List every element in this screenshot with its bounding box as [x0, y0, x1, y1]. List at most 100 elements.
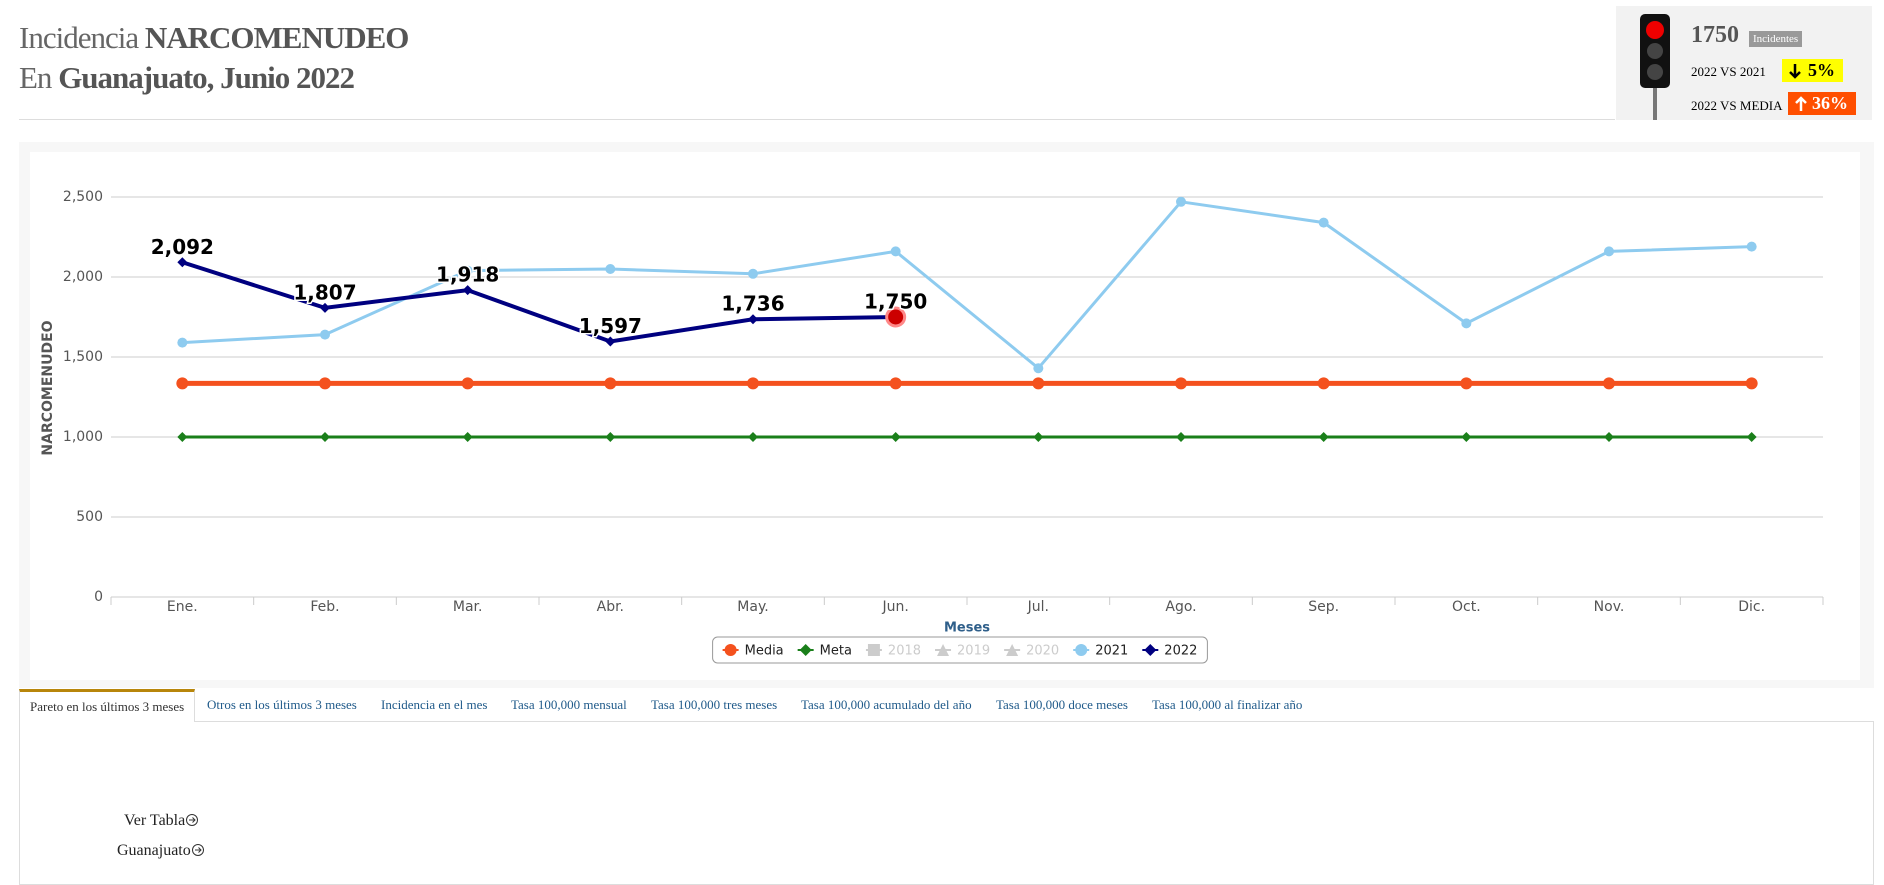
legend: Media Meta 2018 2019 2020 2021 2022 — [712, 636, 1208, 664]
y-tick-label: 1,000 — [63, 429, 103, 445]
x-tick-label: May. — [737, 599, 768, 615]
tab[interactable]: Tasa 100,000 acumulado del año — [801, 697, 972, 712]
tab-content — [19, 722, 1874, 885]
x-tick-label: Sep. — [1308, 599, 1339, 615]
point — [1033, 432, 1044, 442]
point — [1176, 432, 1186, 442]
tab[interactable]: Incidencia en el mes — [381, 697, 488, 712]
legend-label: 2021 — [1095, 644, 1128, 659]
title-line-1: Incidencia NARCOMENUDEO — [19, 20, 409, 56]
point — [799, 644, 812, 656]
series-line — [182, 200, 1752, 371]
point — [176, 377, 189, 390]
link[interactable]: Ver Tabla — [124, 812, 186, 829]
legend-label: 2020 — [1026, 644, 1059, 659]
point — [462, 265, 473, 276]
vs-prev-badge: 5% — [1782, 59, 1843, 82]
series — [177, 432, 1757, 442]
y-axis-title: NARCOMENUDEO — [40, 320, 56, 455]
series: 2,092 1,807 1,918 1,597 1,736 1,750 — [149, 233, 929, 347]
point — [1318, 217, 1329, 228]
x-tick-label: Jun. — [882, 599, 909, 615]
vs-mean-label: 2022 VS MEDIA — [1691, 98, 1783, 113]
tab[interactable]: Tasa 100,000 mensual — [511, 697, 627, 712]
point — [1006, 644, 1019, 656]
point — [1175, 377, 1187, 390]
point — [605, 264, 616, 274]
point — [937, 644, 950, 656]
series — [177, 196, 1757, 374]
legend-item: 2020 — [1004, 644, 1059, 659]
y-tick-label: 1,500 — [63, 349, 103, 365]
point — [748, 268, 758, 279]
tab-bar: Pareto en los últimos 3 meses Otros en lo… — [19, 689, 1874, 722]
tab[interactable]: Otros en los últimos 3 meses — [207, 697, 357, 712]
x-tick-label: Ago. — [1165, 599, 1196, 615]
data-label: 1,918 — [436, 263, 499, 287]
vs-prev-label: 2022 VS 2021 — [1691, 64, 1766, 79]
point — [604, 377, 617, 390]
point — [1460, 377, 1473, 390]
title-plain: En — [19, 60, 52, 95]
point — [724, 644, 737, 656]
point — [748, 314, 758, 325]
tab[interactable]: Tasa 100,000 doce meses — [996, 697, 1128, 712]
point — [890, 432, 901, 442]
data-label: 1,750 — [864, 290, 927, 314]
y-tick-label: 2,500 — [63, 189, 103, 205]
legend-label: 2018 — [888, 644, 921, 659]
x-tick-label: Abr. — [597, 599, 624, 615]
point — [1745, 377, 1758, 390]
point — [1746, 241, 1757, 252]
title-line-2: En Guanajuato, Junio 2022 — [19, 60, 355, 96]
legend-label: 2022 — [1164, 644, 1197, 659]
vs-mean-value: 36% — [1812, 93, 1848, 113]
unit-badge: Incidentes — [1749, 31, 1803, 47]
legend-item: 2019 — [935, 644, 990, 659]
x-axis-title: Meses — [944, 621, 990, 636]
link-row[interactable]: Ver Tabla — [124, 812, 199, 830]
x-tick-label: Oct. — [1452, 599, 1481, 615]
link-row[interactable]: Guanajuato — [117, 842, 205, 860]
x-tick-label: Nov. — [1594, 599, 1625, 615]
tab[interactable]: Tasa 100,000 al finalizar año — [1152, 697, 1303, 712]
point — [320, 329, 330, 340]
x-tick-label: Dic. — [1738, 599, 1765, 615]
tab[interactable]: Tasa 100,000 tres meses — [651, 697, 778, 712]
point — [462, 432, 473, 442]
point — [177, 432, 188, 442]
legend-item: 2022 — [1142, 644, 1197, 659]
traffic-light — [1640, 14, 1670, 120]
legend-item: 2018 — [865, 644, 921, 659]
series — [176, 377, 1758, 390]
point — [177, 257, 188, 268]
point — [605, 432, 616, 442]
legend-box — [712, 636, 1208, 664]
data-label: 1,807 — [293, 280, 356, 304]
link-icon — [186, 814, 199, 826]
data-label: 2,092 — [151, 235, 214, 259]
series-line — [181, 260, 896, 344]
legend-label: Meta — [820, 644, 852, 659]
point — [1176, 196, 1186, 207]
point — [1604, 246, 1614, 257]
plot-background — [30, 152, 1860, 680]
link-icon — [191, 844, 204, 856]
y-tick-label: 500 — [76, 509, 103, 525]
point — [747, 377, 759, 390]
point — [1033, 363, 1044, 374]
x-tick-label: Feb. — [310, 599, 339, 615]
point — [1603, 377, 1615, 390]
point — [1461, 318, 1472, 329]
title-plain: Incidencia — [19, 20, 139, 55]
arrow-up — [1795, 96, 1807, 111]
legend-label: 2019 — [957, 644, 990, 659]
legend-item: Meta — [797, 644, 852, 659]
tab[interactable]: Pareto en los últimos 3 meses — [19, 689, 196, 722]
highlight-point — [885, 306, 907, 328]
y-tick-label: 0 — [94, 589, 103, 605]
point — [177, 337, 188, 348]
point — [867, 644, 880, 656]
link[interactable]: Guanajuato — [117, 842, 191, 859]
arrow-down — [1789, 64, 1801, 79]
